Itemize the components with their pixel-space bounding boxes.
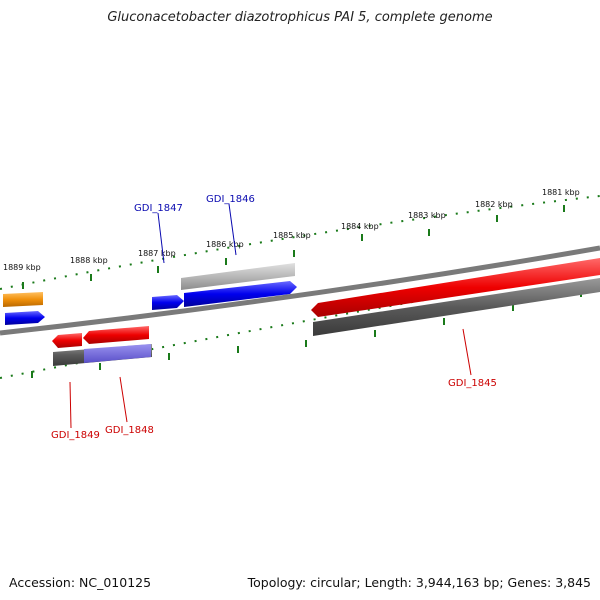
label-gdi-1847: GDI_1847: [134, 203, 183, 214]
gene-gdi-1845-grey: [313, 278, 600, 336]
gene-lower-purple: [84, 344, 151, 363]
genome-backbone: [0, 245, 600, 336]
ruler-label-1889: 1889 kbp: [3, 263, 41, 272]
label-gdi-1849: GDI_1849: [51, 430, 100, 441]
ruler-label-1883: 1883 kbp: [408, 211, 446, 220]
ruler-label-1887: 1887 kbp: [138, 249, 176, 258]
gene-gdi-1846: [184, 281, 297, 307]
label-gdi-1848: GDI_1848: [105, 425, 154, 436]
leader-gdi-1847: [157, 212, 165, 264]
ruler-label-1882: 1882 kbp: [475, 200, 513, 209]
gene-gdi-1848: [83, 326, 149, 344]
ruler-label-1884: 1884 kbp: [341, 222, 379, 231]
label-gdi-1846: GDI_1846: [206, 194, 255, 205]
ruler-label-1886: 1886 kbp: [206, 240, 244, 249]
gene-gdi-1849: [52, 333, 82, 348]
gene-gdi-1846-overlay: [181, 263, 295, 290]
leader-gdi-1848: [119, 376, 128, 423]
outer-ruler-major-ticks: [22, 205, 565, 289]
ruler-label-1881: 1881 kbp: [542, 188, 580, 197]
gene-gdi-1847: [152, 295, 184, 310]
ruler-label-1888: 1888 kbp: [70, 256, 108, 265]
gene-left-forward: [5, 311, 45, 325]
leader-gdi-1849: [69, 381, 72, 429]
label-gdi-1845: GDI_1845: [448, 378, 497, 389]
leader-gdi-1846: [228, 203, 237, 256]
leader-gdi-1845: [462, 328, 472, 376]
genome-summary-text: Topology: circular; Length: 3,944,163 bp…: [247, 575, 591, 590]
inner-ruler-major-ticks: [31, 290, 582, 378]
ruler-label-1885: 1885 kbp: [273, 231, 311, 240]
orange-feature: [3, 292, 43, 307]
gene-gdi-1845: [311, 258, 600, 317]
accession-text: Accession: NC_010125: [9, 575, 152, 590]
genome-title: Gluconacetobacter diazotrophicus PAI 5, …: [107, 10, 493, 25]
outer-ruler-labels: 1889 kbp 1888 kbp 1887 kbp 1886 kbp 1885…: [3, 188, 580, 272]
